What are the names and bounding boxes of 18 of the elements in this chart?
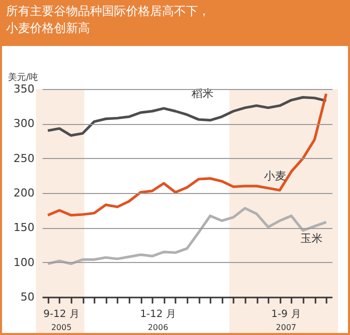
text: 9-12 月 xyxy=(43,309,80,320)
text: 2006 xyxy=(148,323,168,332)
text: 1-9 月 xyxy=(271,309,301,320)
y-tick-label: 350 xyxy=(14,82,34,96)
y-tick-label: 250 xyxy=(14,152,34,165)
text: 2007 xyxy=(276,323,296,332)
y-tick-label: 100 xyxy=(14,256,34,269)
y-tick-label: 300 xyxy=(14,117,34,130)
line-series xyxy=(46,206,328,266)
chart-title: 所有主要谷物品种国际价格居高不下，小麦价格创新高 xyxy=(6,4,210,35)
y-tick-label: 150 xyxy=(14,221,34,234)
text: 2005 xyxy=(51,323,72,332)
text: 1-12 月 xyxy=(140,309,176,320)
y-tick-label: 50 xyxy=(20,290,34,304)
y-axis-title: 美元/吨 xyxy=(8,72,38,83)
series-label: 玉米 xyxy=(300,232,322,245)
series-label: 小麦 xyxy=(264,169,286,182)
y-tick-label: 200 xyxy=(14,186,34,200)
